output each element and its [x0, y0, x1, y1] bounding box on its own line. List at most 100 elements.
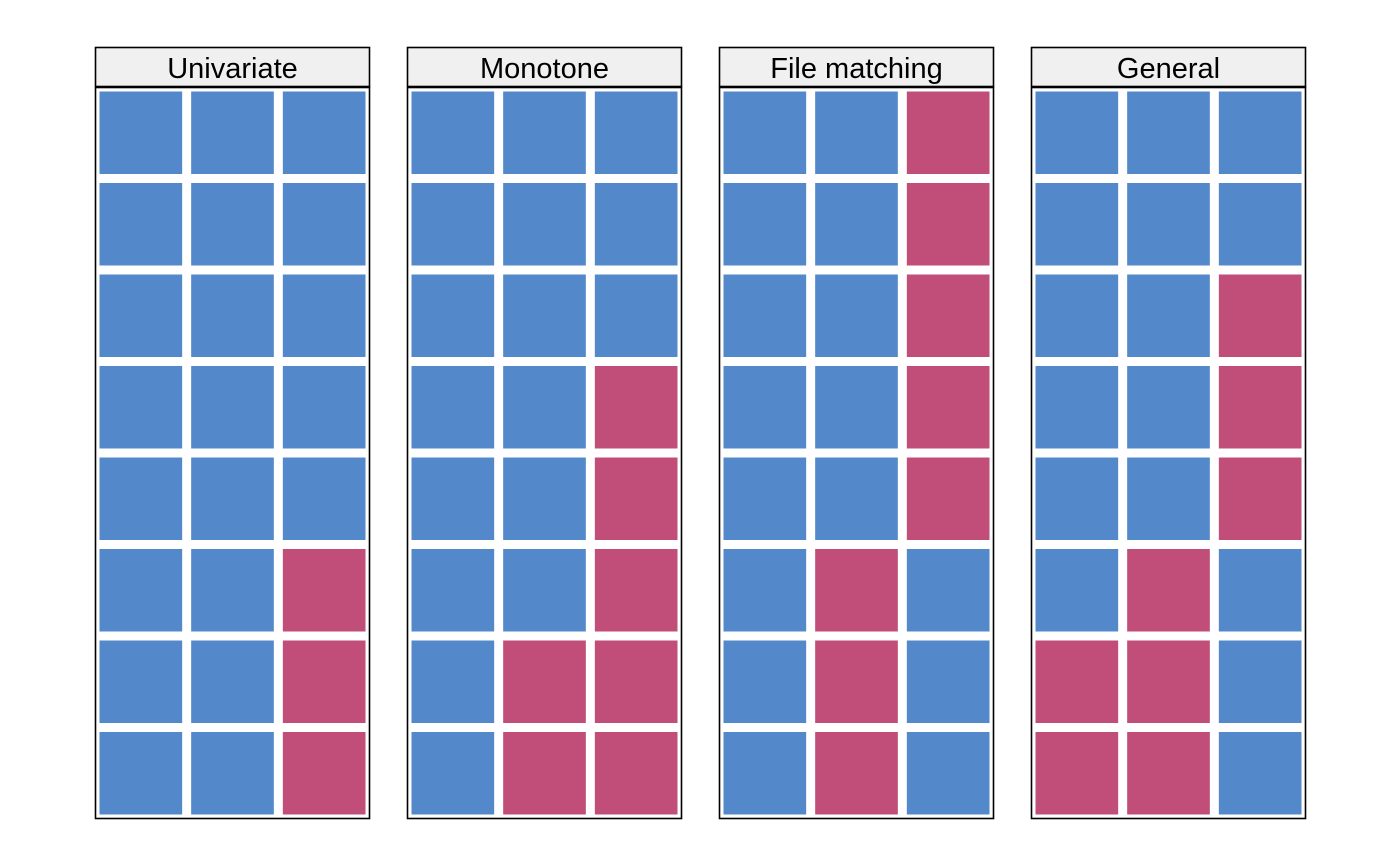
cell-missing — [594, 457, 678, 540]
cell-missing — [1127, 732, 1210, 815]
cell-observed — [99, 640, 183, 723]
cell-observed — [503, 91, 586, 174]
cell-missing — [1218, 274, 1302, 357]
cell-observed — [1127, 457, 1210, 540]
cell-missing — [815, 640, 898, 723]
cell-observed — [906, 732, 990, 815]
cell-missing — [594, 640, 678, 723]
cell-observed — [1218, 183, 1302, 266]
cell-missing — [906, 274, 990, 357]
cell-observed — [411, 549, 495, 632]
cell-missing — [594, 366, 678, 449]
cell-observed — [1127, 366, 1210, 449]
cell-observed — [1218, 91, 1302, 174]
cell-missing — [906, 366, 990, 449]
cell-observed — [191, 732, 274, 815]
cell-observed — [411, 274, 495, 357]
cell-observed — [723, 183, 807, 266]
cell-observed — [191, 549, 274, 632]
cell-observed — [594, 274, 678, 357]
cell-observed — [1218, 732, 1302, 815]
cell-observed — [1035, 274, 1119, 357]
cell-missing — [1035, 640, 1119, 723]
cell-observed — [815, 183, 898, 266]
cell-observed — [815, 274, 898, 357]
cell-missing — [282, 640, 366, 723]
panel-monotone: Monotone — [406, 46, 683, 820]
cell-missing — [1127, 549, 1210, 632]
cell-observed — [723, 366, 807, 449]
panel-file-matching: File matching — [718, 46, 995, 820]
cell-observed — [503, 366, 586, 449]
cell-observed — [191, 457, 274, 540]
cell-observed — [815, 457, 898, 540]
cell-observed — [503, 274, 586, 357]
cell-observed — [1035, 366, 1119, 449]
cell-observed — [99, 732, 183, 815]
cell-observed — [723, 732, 807, 815]
cell-observed — [815, 366, 898, 449]
cell-missing — [906, 91, 990, 174]
panel-title: File matching — [770, 53, 942, 85]
cell-observed — [191, 640, 274, 723]
cell-observed — [191, 183, 274, 266]
cell-observed — [594, 91, 678, 174]
panel-strip — [406, 46, 683, 88]
cell-observed — [99, 91, 183, 174]
cell-missing — [594, 549, 678, 632]
cell-missing — [1218, 366, 1302, 449]
cell-observed — [282, 183, 366, 266]
cell-missing — [282, 549, 366, 632]
cell-observed — [1127, 91, 1210, 174]
cell-observed — [1127, 183, 1210, 266]
panel-title: Univariate — [167, 53, 298, 85]
cell-missing — [1127, 640, 1210, 723]
cell-missing — [815, 549, 898, 632]
cell-observed — [282, 274, 366, 357]
cell-missing — [906, 457, 990, 540]
cell-observed — [503, 457, 586, 540]
cell-observed — [1218, 640, 1302, 723]
cell-observed — [723, 457, 807, 540]
cell-missing — [815, 732, 898, 815]
cell-observed — [723, 549, 807, 632]
cell-observed — [411, 732, 495, 815]
cell-observed — [594, 183, 678, 266]
cell-missing — [503, 640, 586, 723]
cell-observed — [99, 366, 183, 449]
cell-observed — [282, 366, 366, 449]
cell-missing — [503, 732, 586, 815]
cell-observed — [191, 366, 274, 449]
cell-missing — [282, 732, 366, 815]
panel-strip — [1030, 46, 1307, 88]
cell-observed — [815, 91, 898, 174]
cell-observed — [503, 549, 586, 632]
cell-observed — [1127, 274, 1210, 357]
cell-missing — [1035, 732, 1119, 815]
cell-observed — [906, 640, 990, 723]
panel-strip — [94, 46, 371, 88]
cell-observed — [99, 183, 183, 266]
cell-observed — [282, 457, 366, 540]
cell-observed — [99, 549, 183, 632]
cell-observed — [191, 274, 274, 357]
cell-observed — [191, 91, 274, 174]
panel-univariate: Univariate — [94, 46, 371, 820]
cell-observed — [411, 91, 495, 174]
cell-observed — [1035, 457, 1119, 540]
cell-observed — [1035, 183, 1119, 266]
cell-observed — [411, 183, 495, 266]
cell-observed — [99, 274, 183, 357]
cell-observed — [99, 457, 183, 540]
cell-observed — [723, 274, 807, 357]
panel-title: Monotone — [480, 53, 609, 85]
cell-observed — [1035, 91, 1119, 174]
cell-observed — [503, 183, 586, 266]
cell-observed — [1218, 549, 1302, 632]
cell-observed — [906, 549, 990, 632]
panel-strip — [718, 46, 995, 88]
cell-observed — [411, 457, 495, 540]
cell-observed — [723, 91, 807, 174]
cell-missing — [906, 183, 990, 266]
